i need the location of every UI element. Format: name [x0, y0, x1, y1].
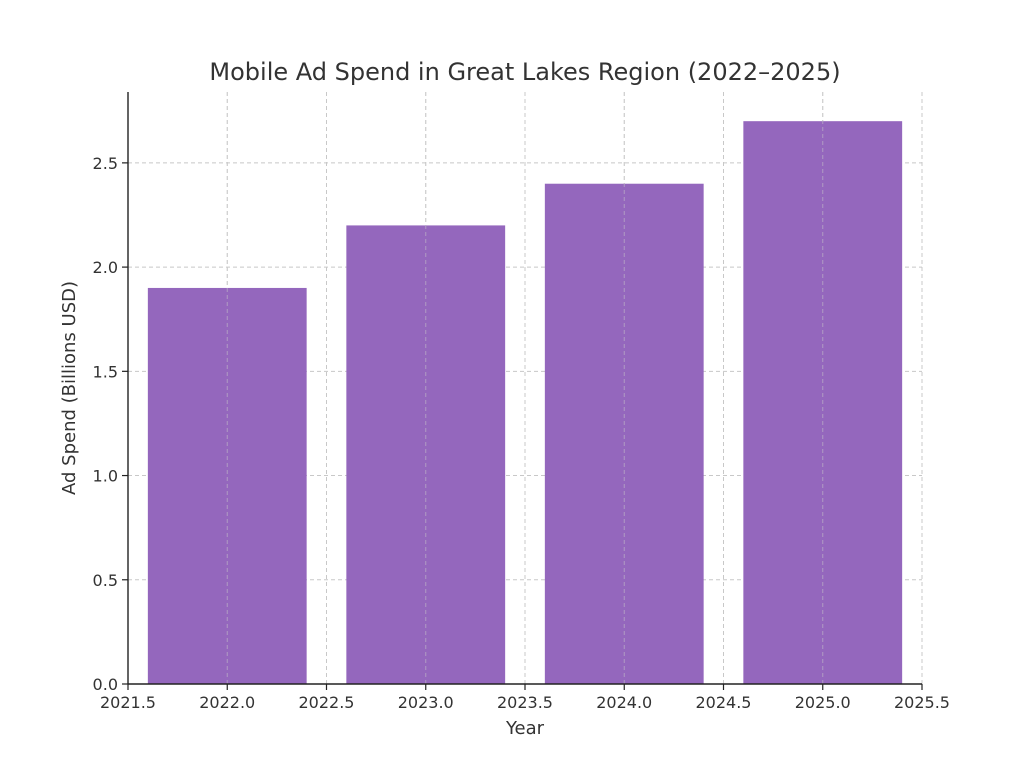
- x-tick-label: 2022.0: [199, 693, 255, 712]
- x-tick-label: 2023.0: [398, 693, 454, 712]
- chart-title: Mobile Ad Spend in Great Lakes Region (2…: [209, 58, 840, 86]
- x-tick-label: 2024.0: [596, 693, 652, 712]
- x-tick-label: 2025.0: [795, 693, 851, 712]
- x-axis-ticks: 2021.5 2022.0 2022.5 2023.0 2023.5 2024.0 2024…: [100, 684, 950, 712]
- x-tick-label: 2025.5: [894, 693, 950, 712]
- y-tick-label: 0.5: [93, 571, 118, 590]
- y-axis-ticks: 0.0 0.5 1.0 1.5 2.0 2.5: [93, 154, 128, 694]
- x-tick-label: 2023.5: [497, 693, 553, 712]
- x-tick-label: 2021.5: [100, 693, 156, 712]
- bar-2024: [544, 183, 704, 684]
- y-axis-label: Ad Spend (Billions USD): [59, 281, 80, 495]
- y-tick-label: 2.0: [93, 258, 118, 277]
- x-tick-label: 2024.5: [696, 693, 752, 712]
- y-tick-label: 0.0: [93, 675, 118, 694]
- bar-2023: [346, 225, 506, 684]
- y-tick-label: 1.0: [93, 467, 118, 486]
- x-axis-label: Year: [505, 718, 545, 739]
- y-tick-label: 1.5: [93, 362, 118, 381]
- y-tick-label: 2.5: [93, 154, 118, 173]
- x-tick-label: 2022.5: [299, 693, 355, 712]
